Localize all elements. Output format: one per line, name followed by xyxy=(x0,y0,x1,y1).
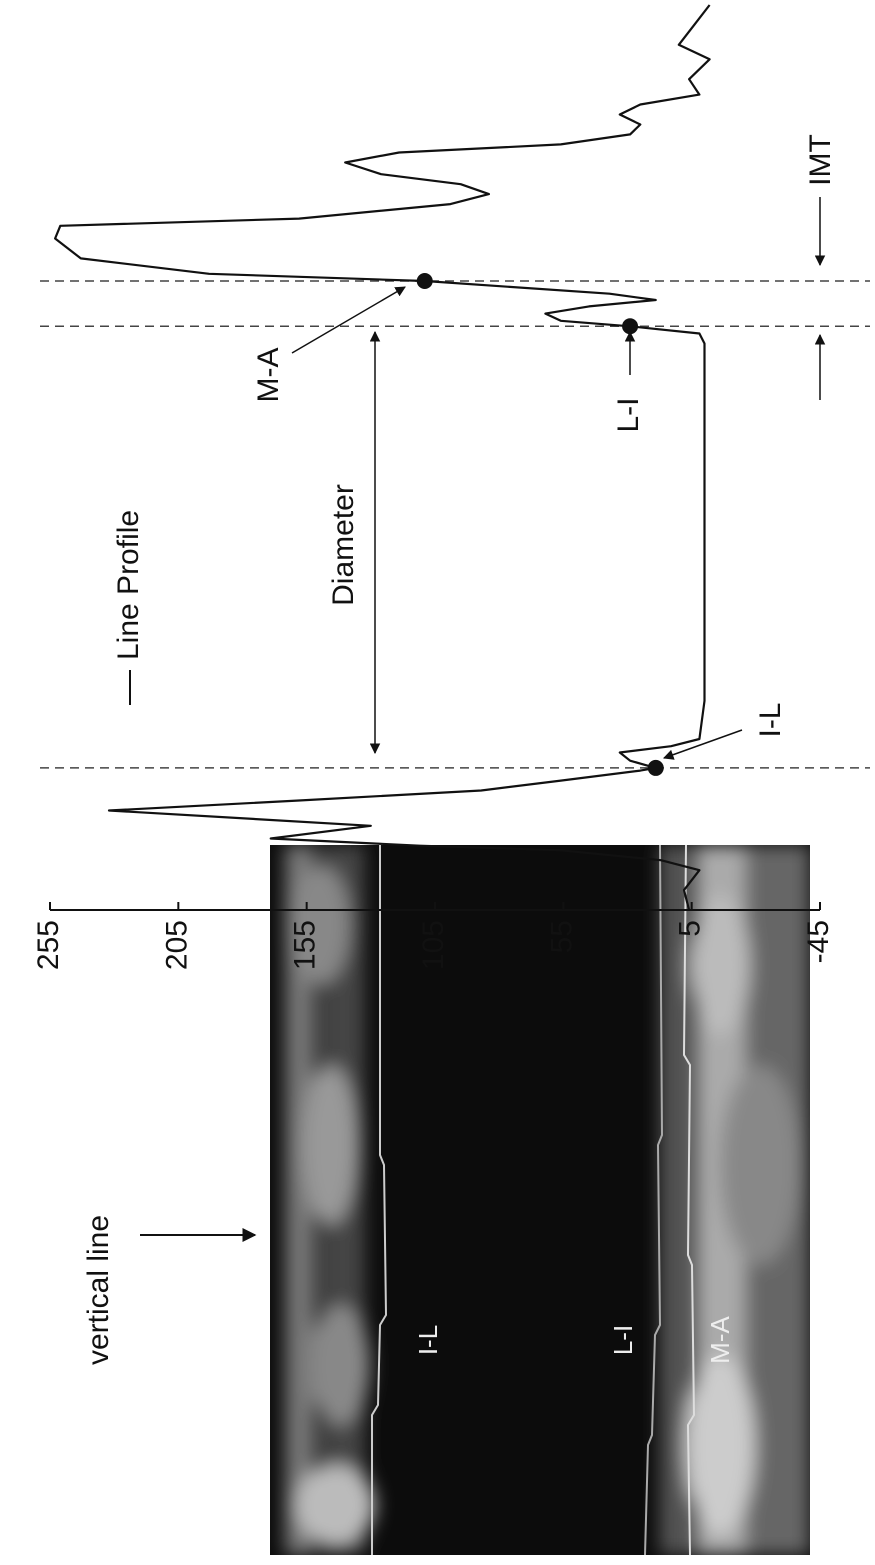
image-label: I-L xyxy=(413,1325,443,1355)
annotation: M-A xyxy=(252,348,285,403)
y-tick-label: 5 xyxy=(674,920,707,937)
image-label: L-I xyxy=(608,1325,638,1355)
ultrasound-image xyxy=(270,845,810,1555)
annotation-arrow xyxy=(663,729,743,760)
y-tick-label: 205 xyxy=(160,920,193,970)
image-caption: vertical line xyxy=(82,1215,115,1365)
annotation: IMT xyxy=(804,134,837,186)
y-tick-label: 255 xyxy=(32,920,65,970)
rotated-figure: vertical line I-L L-I M-A Line Profile D… xyxy=(32,4,870,1555)
y-tick-label: -45 xyxy=(802,920,835,963)
legend-label: Line Profile xyxy=(112,510,145,660)
y-tick-label: 105 xyxy=(417,920,450,970)
boundary-point xyxy=(416,273,433,290)
profile-line xyxy=(54,4,711,911)
annotation: Diameter xyxy=(327,484,360,606)
annotation: I-L xyxy=(754,702,787,737)
boundary-point xyxy=(622,318,639,335)
boundary-point xyxy=(647,759,664,776)
y-tick-label: 55 xyxy=(545,920,578,953)
annotation: L-I xyxy=(612,397,645,432)
image-label: M-A xyxy=(705,1316,735,1364)
annotation-arrow xyxy=(291,286,406,354)
y-tick-label: 155 xyxy=(289,920,322,970)
